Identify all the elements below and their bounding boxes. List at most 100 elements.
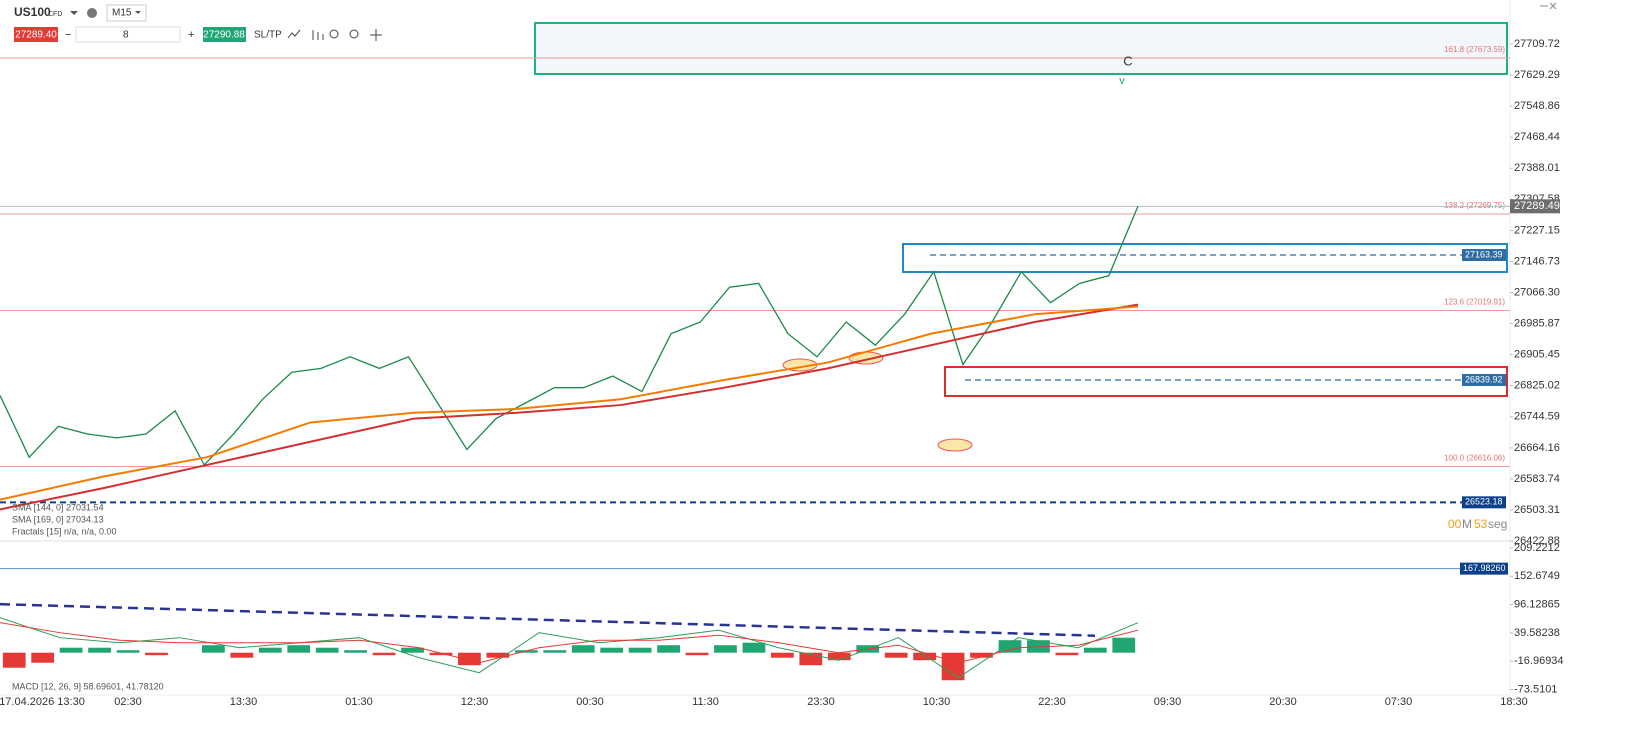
histogram-bar — [628, 647, 652, 653]
y-tick-label: -16.96934 — [1514, 655, 1564, 667]
histogram-bar — [230, 652, 254, 658]
macd-line — [0, 622, 1139, 664]
fib-label: 100.0 (26616.06) — [1444, 454, 1505, 463]
histogram-bar — [287, 645, 311, 653]
timer-seconds: 53 — [1474, 517, 1488, 531]
histogram-bar — [31, 652, 55, 663]
histogram-bar — [1112, 637, 1136, 653]
fib-label: 161.8 (27673.59) — [1444, 45, 1505, 54]
x-tick-label: 20:30 — [1269, 696, 1297, 708]
y-tick-label: 27388.01 — [1514, 162, 1560, 174]
y-tick-label: 27629.29 — [1514, 69, 1560, 81]
last-price-label: 27289.49 — [1514, 200, 1560, 212]
fib-label: 138.2 (27269.75) — [1444, 201, 1505, 210]
zone — [902, 242, 1508, 273]
histogram-bar — [59, 647, 83, 653]
timeframe-box[interactable] — [106, 4, 147, 22]
histogram-bar — [913, 652, 937, 661]
sell-price[interactable]: 27289.40 — [15, 30, 57, 41]
crosshair-icon[interactable] — [370, 29, 382, 41]
x-tick-label: 01:30 — [345, 696, 373, 708]
zoom-in-icon[interactable] — [349, 29, 359, 39]
histogram-bar — [600, 647, 624, 653]
price-level-label: 27163.39 — [1465, 249, 1503, 259]
dropdown-arrow[interactable] — [70, 11, 78, 15]
window-controls[interactable] — [1540, 2, 1557, 10]
plus[interactable]: + — [188, 29, 194, 41]
symbol-type: CFD — [48, 11, 62, 18]
y-tick-label: 27066.30 — [1514, 286, 1560, 298]
level-tag — [1460, 562, 1508, 575]
macd-line — [0, 617, 1139, 679]
histogram-bar — [571, 645, 595, 653]
buy-price[interactable]: 27290.88 — [203, 30, 245, 41]
histogram-bar — [884, 652, 908, 658]
price-line — [0, 205, 1139, 467]
sltp[interactable]: SL/TP — [254, 30, 282, 41]
histogram-bar — [116, 650, 140, 653]
x-tick-label: 23:30 — [807, 696, 835, 708]
x-tick-label: 18:30 — [1500, 696, 1528, 708]
histogram-bar — [2, 652, 26, 668]
minus[interactable]: − — [65, 29, 71, 41]
price-level-tag — [1462, 496, 1506, 509]
x-tick-label: 02:30 — [114, 696, 142, 708]
y-tick-label: 27468.44 — [1514, 131, 1560, 143]
zoom-out-icon[interactable] — [329, 29, 339, 39]
timer-minutes: 00 — [1448, 517, 1462, 531]
wave-label: C — [1123, 53, 1132, 68]
quantity[interactable]: 8 — [123, 30, 129, 41]
histogram-bar — [429, 652, 453, 656]
price-level-label: 26839.92 — [1465, 374, 1503, 384]
dropdown-arrow[interactable] — [135, 11, 141, 14]
chart-type-icon[interactable] — [287, 29, 301, 39]
quantity-input[interactable] — [75, 26, 181, 43]
y-tick-label: 39.58238 — [1514, 627, 1560, 639]
timeframe[interactable]: M15 — [112, 8, 132, 19]
histogram-bar — [657, 645, 680, 653]
level-label: 167.98260 — [1463, 563, 1506, 573]
histogram-bar — [1083, 647, 1107, 653]
histogram-bar — [970, 652, 993, 658]
info-icon[interactable] — [87, 8, 97, 18]
x-tick-label: 12:30 — [461, 696, 489, 708]
y-tick-label: 152.6749 — [1514, 570, 1560, 582]
x-tick-label: 22:30 — [1038, 696, 1066, 708]
sell-button[interactable] — [14, 27, 58, 42]
price-level-tag — [1462, 249, 1506, 262]
histogram-bar — [458, 652, 481, 666]
histogram-bar — [770, 652, 794, 658]
y-tick-label: 26422.88 — [1514, 535, 1560, 547]
price-level-tag — [1462, 373, 1506, 386]
histogram-bar — [714, 645, 737, 653]
legend-entry: Fractals [15] n/a, n/a, 0.00 — [12, 526, 117, 536]
histogram-bar — [514, 650, 538, 653]
x-tick-label: 11:30 — [692, 696, 719, 708]
buy-button[interactable] — [203, 27, 246, 42]
sma-line — [0, 305, 1139, 501]
y-tick-label: 26985.87 — [1514, 318, 1560, 330]
legend-entry: MACD [12, 26, 9] 58.69601, 41.78120 — [12, 681, 164, 691]
histogram-bar — [685, 652, 709, 656]
symbol[interactable]: US100 — [14, 5, 51, 19]
indicator-icon[interactable] — [312, 30, 324, 40]
trendline — [0, 602, 1096, 637]
y-tick-label: 27709.72 — [1514, 38, 1560, 50]
fib-label: 123.6 (27019.91) — [1444, 298, 1505, 307]
histogram-bar — [145, 652, 168, 656]
histogram-bar — [315, 647, 339, 653]
histogram-bar — [1055, 652, 1079, 656]
price-level-label: 26523.18 — [1465, 497, 1503, 507]
histogram-bar — [401, 647, 424, 653]
y-tick-label: -73.5101 — [1514, 683, 1557, 695]
histogram-bar — [372, 652, 396, 656]
y-tick-label: 26744.59 — [1514, 411, 1560, 423]
histogram-bar — [486, 652, 510, 658]
y-tick-label: 27227.15 — [1514, 224, 1560, 236]
x-tick-label: 07:30 — [1385, 696, 1413, 708]
zone — [944, 365, 1508, 397]
highlight-ellipse — [937, 438, 973, 452]
y-tick-label: 96.12865 — [1514, 599, 1560, 611]
y-tick-label: 27548.86 — [1514, 100, 1560, 112]
